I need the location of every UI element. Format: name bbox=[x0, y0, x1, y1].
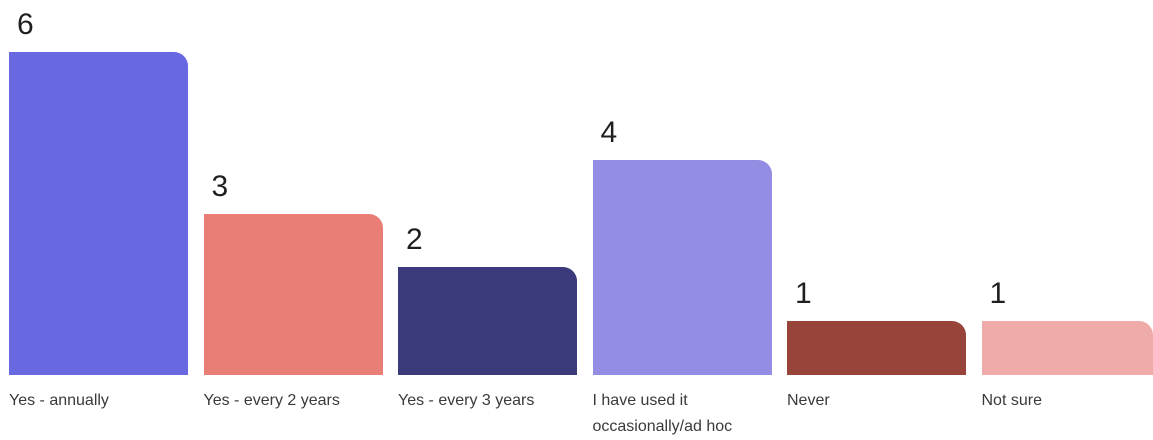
bar-5 bbox=[787, 321, 966, 375]
category-label: Yes - every 2 years bbox=[204, 388, 379, 414]
bar-6 bbox=[982, 321, 1153, 375]
category-label: Yes - annually bbox=[9, 388, 184, 414]
category-label: Yes - every 3 years bbox=[398, 388, 573, 414]
bar-value-label: 2 bbox=[406, 225, 423, 255]
bar-value-label: 4 bbox=[601, 118, 618, 148]
category-label: Never bbox=[787, 388, 962, 414]
category-label: I have used it occasionally/ad hoc bbox=[593, 388, 768, 440]
bar-value-label: 3 bbox=[212, 172, 229, 202]
bar-value-label: 1 bbox=[990, 279, 1007, 309]
bar-3 bbox=[398, 267, 577, 375]
bar-2 bbox=[204, 214, 383, 376]
bar-value-label: 6 bbox=[17, 10, 34, 40]
category-label: Not sure bbox=[982, 388, 1153, 414]
bar-1 bbox=[9, 52, 188, 375]
bar-value-label: 1 bbox=[795, 279, 812, 309]
bar-4 bbox=[593, 160, 772, 375]
